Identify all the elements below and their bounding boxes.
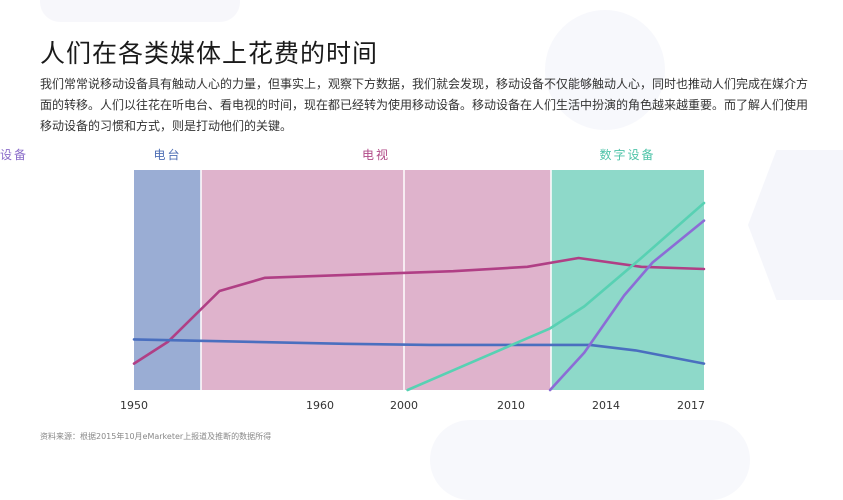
x-tick-label-3: 2010 [497,399,525,412]
series-line-0 [132,256,706,365]
era-label-0: 电台 [153,147,181,162]
era-label-1: 电视 [362,147,390,162]
x-tick-label-5: 2017 [677,399,705,412]
x-tick-label-1: 1960 [306,399,334,412]
page-title: 人们在各类媒体上花费的时间 [40,39,379,68]
media-time-chart: 电台 电视 数字设备 移动设备 1950 1960 2000 2010 2014 2017 [0,147,706,412]
x-tick-label-0: 1950 [120,399,148,412]
intro-paragraph: 我们常常说移动设备具有触动人心的力量，但事实上，观察下方数据，我们就会发现，移动… [40,77,809,133]
era-band-0 [134,170,201,390]
x-tick-label-2: 2000 [390,399,418,412]
background-decoration [40,0,240,22]
x-tick-label-4: 2014 [592,399,620,412]
era-band-2 [551,170,704,390]
era-label-3: 移动设备 [0,148,28,162]
era-label-2: 数字设备 [599,147,655,162]
background-decoration [545,10,665,130]
series-line-3 [548,219,706,392]
series-line-2 [406,201,706,392]
source-footnote: 资料来源：根据2015年10月eMarketer上报道及推断的数据所得 [40,432,272,441]
